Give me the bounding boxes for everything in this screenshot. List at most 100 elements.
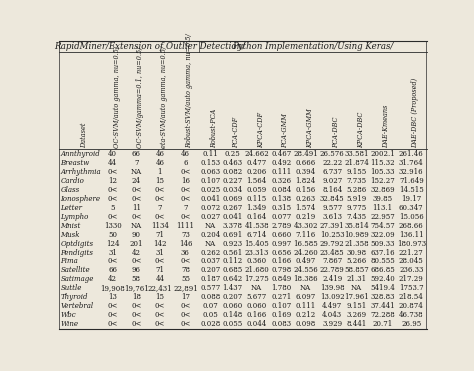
Text: OC-SVM/auto gamma, nu=0.5/: OC-SVM/auto gamma, nu=0.5/	[113, 46, 120, 148]
Text: 0.107: 0.107	[271, 302, 292, 310]
Text: 0.148: 0.148	[222, 311, 242, 319]
Text: 139.98: 139.98	[320, 285, 345, 292]
Text: 1.780: 1.780	[271, 285, 292, 292]
Text: 180.973: 180.973	[397, 240, 426, 247]
Text: 27.391: 27.391	[320, 221, 345, 230]
Text: 0<: 0<	[180, 186, 191, 194]
Text: 31.764: 31.764	[399, 159, 424, 167]
Text: 5: 5	[110, 204, 115, 212]
Text: 201: 201	[129, 240, 143, 247]
Text: NA: NA	[131, 168, 142, 176]
Text: 5.677: 5.677	[246, 293, 267, 301]
Text: 509.33: 509.33	[370, 240, 395, 247]
Text: NA: NA	[205, 240, 216, 247]
Text: 0.492: 0.492	[271, 159, 292, 167]
Text: 19,908: 19,908	[100, 285, 125, 292]
Text: 0<: 0<	[180, 320, 191, 328]
Text: 41.538: 41.538	[245, 221, 269, 230]
Text: 0.060: 0.060	[222, 302, 242, 310]
Text: 5419.4: 5419.4	[370, 285, 395, 292]
Text: 0<: 0<	[108, 195, 118, 203]
Text: 0.05: 0.05	[203, 311, 219, 319]
Text: 0<: 0<	[155, 213, 165, 221]
Text: 7.116: 7.116	[296, 230, 316, 239]
Text: 0<: 0<	[155, 186, 165, 194]
Text: 3.929: 3.929	[322, 320, 342, 328]
Text: 3.269: 3.269	[346, 311, 367, 319]
Text: 0.923: 0.923	[222, 240, 242, 247]
Text: 40: 40	[108, 150, 117, 158]
Text: 0.041: 0.041	[201, 195, 221, 203]
Text: 105.33: 105.33	[370, 168, 395, 176]
Text: 21.680: 21.680	[244, 266, 269, 275]
Text: 28.045: 28.045	[399, 257, 424, 266]
Text: 0.463: 0.463	[222, 159, 242, 167]
Text: 58.857: 58.857	[344, 266, 369, 275]
Text: 28.491: 28.491	[293, 150, 318, 158]
Text: 37.441: 37.441	[370, 302, 395, 310]
Text: 0.111: 0.111	[296, 302, 316, 310]
Text: Letter: Letter	[60, 204, 82, 212]
Text: 0<: 0<	[155, 311, 165, 319]
Text: 0.642: 0.642	[222, 275, 242, 283]
Text: 1.574: 1.574	[296, 204, 316, 212]
Text: 96: 96	[132, 266, 141, 275]
Text: 0.360: 0.360	[246, 257, 267, 266]
Text: 90: 90	[132, 230, 141, 239]
Text: 71.649: 71.649	[399, 177, 424, 185]
Text: Python Implementation/Using Keras/: Python Implementation/Using Keras/	[232, 42, 393, 51]
Text: 33.581: 33.581	[345, 150, 369, 158]
Text: 0.037: 0.037	[201, 257, 220, 266]
Text: 0.072: 0.072	[201, 204, 221, 212]
Text: 5.266: 5.266	[346, 257, 367, 266]
Text: 12: 12	[108, 177, 117, 185]
Text: 236.33: 236.33	[399, 266, 423, 275]
Text: 19,761: 19,761	[124, 285, 148, 292]
Text: 1111: 1111	[176, 221, 194, 230]
Text: 0.497: 0.497	[296, 257, 316, 266]
Text: 15: 15	[155, 177, 164, 185]
Text: Glass: Glass	[60, 186, 80, 194]
Text: 13.092: 13.092	[320, 293, 345, 301]
Text: 0<: 0<	[108, 213, 118, 221]
Text: 24.260: 24.260	[293, 249, 318, 256]
Text: 0<: 0<	[180, 311, 191, 319]
Text: 46: 46	[155, 159, 164, 167]
Text: 60.347: 60.347	[399, 204, 424, 212]
Text: 15.056: 15.056	[399, 213, 424, 221]
Text: 0.467: 0.467	[271, 150, 292, 158]
Text: 10.989: 10.989	[344, 230, 369, 239]
Text: 0.044: 0.044	[246, 320, 267, 328]
Text: OC-SVM/gamma=0.1, nu=0.5/: OC-SVM/gamma=0.1, nu=0.5/	[136, 46, 144, 148]
Text: 8.441: 8.441	[346, 320, 367, 328]
Text: RapidMiner/Extension of Outlier Detection/: RapidMiner/Extension of Outlier Detectio…	[55, 42, 246, 51]
Text: 9.577: 9.577	[322, 204, 342, 212]
Text: 3.378: 3.378	[222, 221, 242, 230]
Text: 1.437: 1.437	[222, 285, 242, 292]
Text: 0<: 0<	[180, 168, 191, 176]
Text: 1: 1	[157, 168, 162, 176]
Text: 9.155: 9.155	[346, 168, 367, 176]
Text: 7.435: 7.435	[346, 213, 367, 221]
Text: 0<: 0<	[108, 257, 118, 266]
Text: 0.082: 0.082	[222, 168, 242, 176]
Text: 13: 13	[108, 293, 117, 301]
Text: 0.063: 0.063	[201, 168, 220, 176]
Text: 7: 7	[157, 204, 162, 212]
Text: 32.845: 32.845	[320, 195, 345, 203]
Text: 1.824: 1.824	[296, 177, 316, 185]
Text: 8.164: 8.164	[322, 186, 342, 194]
Text: 0.138: 0.138	[271, 195, 291, 203]
Text: 50: 50	[108, 230, 117, 239]
Text: 637.16: 637.16	[370, 249, 395, 256]
Text: KPCA-CDF: KPCA-CDF	[257, 112, 264, 148]
Text: 124: 124	[106, 240, 119, 247]
Text: 24.662: 24.662	[244, 150, 269, 158]
Text: 46: 46	[181, 150, 190, 158]
Text: 152.27: 152.27	[370, 177, 395, 185]
Text: 44: 44	[155, 275, 164, 283]
Text: 1134: 1134	[151, 221, 169, 230]
Text: 0.187: 0.187	[201, 275, 221, 283]
Text: 0.561: 0.561	[222, 249, 242, 256]
Text: 0.206: 0.206	[246, 168, 267, 176]
